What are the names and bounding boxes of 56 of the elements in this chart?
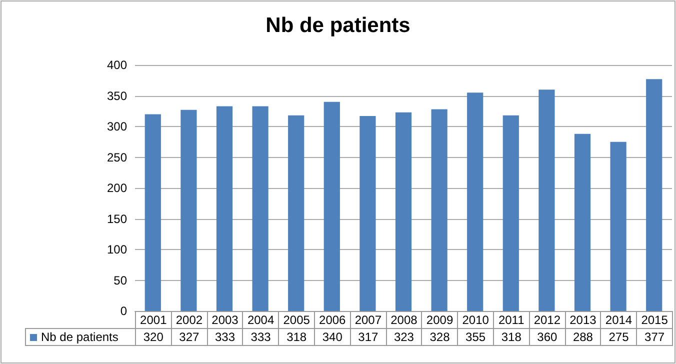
data-label: 360 — [529, 328, 566, 346]
bar — [610, 142, 626, 311]
bar — [395, 112, 412, 311]
x-tick-label: 2007 — [350, 312, 386, 328]
bar — [324, 102, 340, 311]
y-tick-label: 0 — [120, 304, 128, 318]
bar — [360, 116, 376, 311]
x-tick-label: 2015 — [636, 312, 672, 328]
x-tick-label: 2001 — [136, 312, 172, 328]
x-tick-label: 2011 — [493, 312, 530, 328]
bar — [574, 134, 591, 311]
x-tick-label: 2006 — [314, 312, 350, 328]
data-label: 327 — [171, 328, 208, 346]
data-label: 333 — [242, 328, 279, 346]
data-label: 275 — [600, 328, 637, 346]
x-tick-label: 2002 — [171, 312, 208, 328]
data-label: 323 — [386, 328, 422, 346]
data-label: 328 — [422, 328, 458, 346]
x-tick-label: 2010 — [458, 312, 494, 328]
y-tick-label: 200 — [106, 181, 128, 195]
data-label: 288 — [565, 328, 601, 346]
bar — [538, 90, 555, 311]
legend-label: Nb de patients — [26, 328, 136, 346]
data-label: 318 — [493, 328, 530, 346]
bar — [288, 115, 304, 311]
data-label: 340 — [314, 328, 350, 346]
bar — [144, 114, 161, 311]
x-tick-label: 2008 — [386, 312, 422, 328]
x-tick-label: 2009 — [422, 312, 458, 328]
data-label: 317 — [350, 328, 386, 346]
x-tick-label: 2005 — [278, 312, 314, 328]
data-label: 320 — [136, 328, 172, 346]
y-tick-label: 350 — [106, 88, 128, 103]
y-tick-label: 100 — [106, 242, 128, 256]
bar — [646, 79, 662, 311]
bar — [502, 115, 519, 311]
x-tick-label: 2004 — [242, 312, 279, 328]
y-tick-label: 50 — [114, 273, 128, 288]
chart-title: Nb de patients — [266, 14, 410, 37]
data-label: 318 — [278, 328, 314, 346]
x-tick-label: 2013 — [565, 312, 601, 328]
data-label: 377 — [636, 328, 672, 346]
y-tick-label: 400 — [106, 58, 128, 72]
y-tick-label: 300 — [106, 120, 128, 134]
bar — [216, 106, 233, 311]
bar — [467, 92, 484, 311]
x-tick-label: 2012 — [529, 312, 566, 328]
bar — [252, 106, 268, 311]
data-label: 355 — [458, 328, 494, 346]
x-tick-label: 2014 — [600, 312, 637, 328]
x-tick-label: 2003 — [207, 312, 243, 328]
bar — [180, 110, 197, 311]
data-label: 333 — [207, 328, 243, 346]
bar — [431, 109, 448, 311]
y-tick-label: 150 — [106, 212, 128, 226]
y-tick-label: 250 — [106, 150, 128, 164]
